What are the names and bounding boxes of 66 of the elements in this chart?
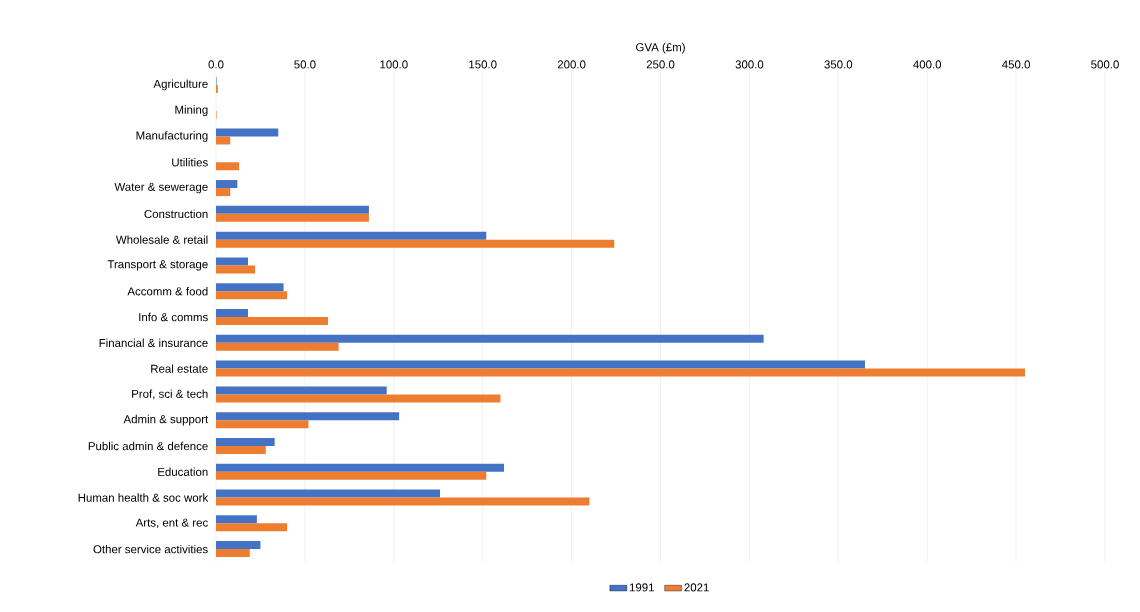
x-tick-label: 300.0	[735, 60, 764, 69]
y-tick-label: Education	[158, 467, 208, 476]
bar	[216, 386, 387, 395]
y-tick-label: Arts, ent & rec	[135, 518, 208, 529]
y-tick-label: Other service activities	[93, 544, 208, 554]
y-tick-label: Agriculture	[153, 79, 208, 91]
bar	[216, 515, 257, 524]
bar	[216, 463, 505, 472]
bar	[216, 342, 339, 351]
y-tick-label: Info & comms	[139, 312, 208, 322]
x-tick-label: 50.0	[294, 60, 316, 69]
bar	[216, 239, 615, 248]
bar	[216, 188, 231, 197]
bar	[216, 128, 279, 137]
y-tick-label: Prof, sci & tech	[132, 389, 208, 400]
bar	[216, 420, 309, 429]
bar	[216, 394, 501, 403]
bar	[216, 317, 329, 325]
x-tick-label: 450.0	[1002, 60, 1030, 69]
y-tick-label: Real estate	[151, 364, 208, 373]
x-tick-label: 150.0	[469, 60, 497, 69]
bar	[216, 205, 369, 214]
y-tick-label: Transport & storage	[107, 260, 208, 271]
bar	[216, 360, 865, 369]
bar	[216, 162, 240, 171]
bar	[216, 257, 248, 266]
bar	[216, 541, 261, 550]
bar	[216, 549, 250, 558]
bar	[216, 213, 369, 222]
legend-label: 1991	[629, 583, 654, 592]
y-tick-label: Accomm & food	[127, 287, 208, 296]
x-tick-label: 0.0	[208, 60, 224, 69]
x-tick-label: 100.0	[380, 60, 408, 69]
y-tick-label: Financial & insurance	[99, 338, 208, 347]
x-tick-label: 200.0	[557, 60, 586, 69]
y-tick-label: Human health & soc work	[78, 493, 209, 502]
bar	[216, 283, 284, 292]
x-axis-title: GVA (£m)	[636, 42, 685, 54]
bar	[216, 497, 590, 506]
bar	[216, 523, 288, 532]
bar	[216, 437, 275, 446]
x-tick-label: 500.0	[1091, 60, 1119, 69]
bar	[216, 412, 400, 421]
bar	[216, 309, 248, 317]
bar	[216, 445, 266, 454]
bar	[216, 291, 288, 300]
legend-label: 2021	[684, 583, 709, 592]
x-tick-label: 350.0	[824, 60, 853, 69]
bar	[216, 231, 487, 240]
y-tick-label: Water & sewerage	[114, 182, 208, 194]
bar	[216, 136, 231, 145]
y-tick-label: Wholesale & retail	[115, 235, 208, 244]
x-tick-label: 250.0	[646, 60, 675, 69]
bar	[216, 265, 256, 274]
y-tick-label: Public admin & defence	[88, 441, 208, 451]
x-tick-label: 400.0	[913, 60, 942, 69]
y-tick-label: Construction	[144, 209, 208, 219]
bar	[216, 334, 764, 343]
bar	[216, 471, 487, 480]
bar	[216, 368, 1025, 377]
y-tick-label: Mining	[175, 105, 208, 117]
y-tick-label: Utilities	[172, 158, 208, 167]
y-tick-label: Admin & support	[123, 414, 209, 426]
y-tick-label: Manufacturing	[136, 131, 208, 142]
bar	[216, 489, 441, 498]
bar	[216, 180, 238, 189]
